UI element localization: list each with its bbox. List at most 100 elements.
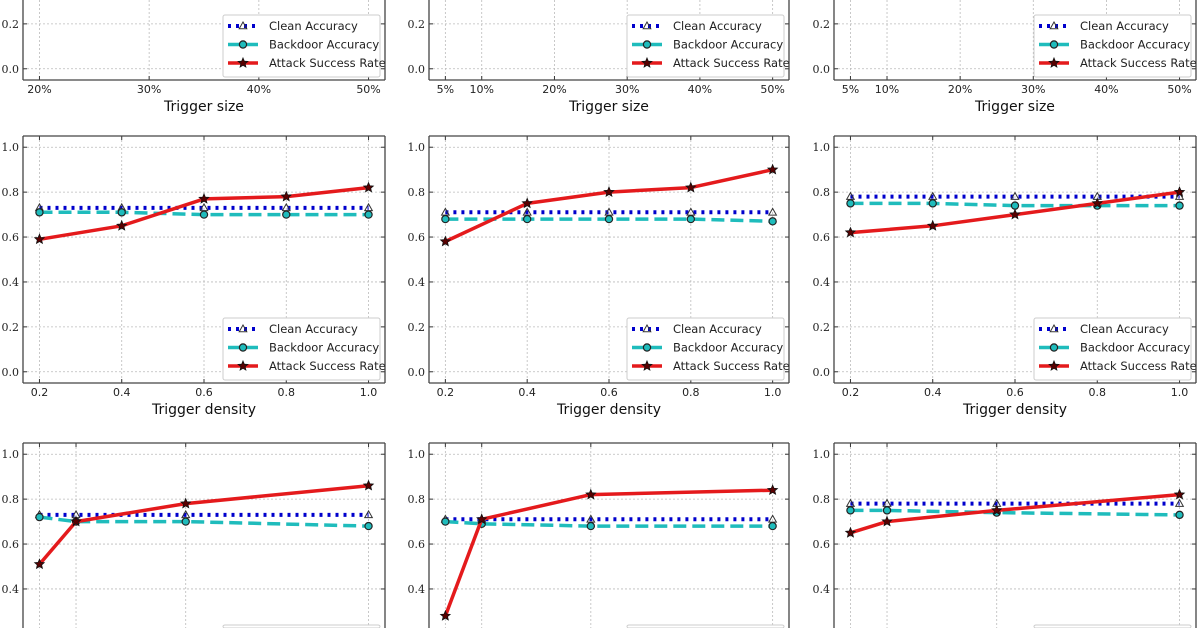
legend-marker [1049,20,1059,30]
legend-item: Clean Accuracy [1039,322,1169,336]
series-backdoor-accuracy [35,208,373,219]
y-tick-label: 0.0 [408,366,426,379]
legend-item: Attack Success Rate [228,359,386,373]
legend-box [222,14,381,78]
x-tick-label: 30% [137,83,161,96]
data-point [439,235,452,247]
data-point [846,506,855,515]
data-point [198,192,210,204]
x-tick-label: 0.2 [31,386,49,399]
x-tick-label: 0.6 [600,386,618,399]
data-point [928,199,937,208]
data-point [844,226,857,238]
data-point [521,197,533,209]
data-point [1009,208,1021,220]
y-tick-label: 1.0 [813,141,831,154]
legend-label: Backdoor Accuracy [673,341,783,355]
x-tick-label: 0.6 [195,386,213,399]
legend-marker [1049,40,1059,49]
axes-frame [22,135,386,384]
axes-frame [833,442,1197,628]
legend-marker [642,40,652,49]
legend [626,624,785,628]
legend-box [626,317,785,381]
legend-label: Backdoor Accuracy [673,38,783,52]
x-tick-label: 50% [760,83,784,96]
axes-frame [22,442,386,628]
plot-area [834,443,1196,628]
y-tick-label: 0.2 [408,18,426,31]
data-point [766,484,779,496]
x-axis-label: Trigger density [556,402,661,418]
legend-label: Clean Accuracy [269,322,358,336]
x-axis-label: Trigger density [962,402,1067,418]
data-point [35,512,44,522]
subplot-1: 0.0 0.2 20% 30% 40% 50% Trigger size Clean Accu… [2,0,386,115]
series-attack-success-rate [439,163,779,247]
legend-label: Attack Success Rate [269,359,386,373]
data-point [881,515,893,527]
x-tick-label: 30% [1021,83,1045,96]
legend-marker [1049,343,1059,352]
data-point [768,217,777,226]
data-point [1174,498,1185,507]
y-tick-label: 0.0 [408,63,426,76]
legend-item: Backdoor Accuracy [1039,341,1190,355]
y-tick-label: 0.2 [813,18,831,31]
legend: Clean Accuracy Backdoor Accuracy Attack Su… [626,14,790,78]
y-tick-label: 0.6 [408,231,426,244]
legend-label: Clean Accuracy [673,322,762,336]
legend-marker [237,56,249,68]
legend-box [1033,624,1192,628]
legend-item: Clean Accuracy [1039,19,1169,33]
legend-item: Attack Success Rate [1039,56,1197,70]
data-point [364,521,373,531]
x-tick-label: 5% [437,83,454,96]
y-tick-label: 0.8 [813,493,831,506]
data-point [33,558,46,570]
x-tick-label: 50% [356,83,380,96]
x-tick-label: 0.4 [518,386,536,399]
legend-box [222,624,381,628]
legend-marker [642,323,652,333]
legend-item: Attack Success Rate [632,56,790,70]
y-tick-label: 1.0 [813,448,831,461]
y-tick-label: 1.0 [408,141,426,154]
data-point [846,199,855,208]
y-tick-label: 0.2 [2,18,20,31]
legend-marker [238,20,248,30]
x-tick-label: 1.0 [1171,386,1189,399]
y-tick-label: 0.4 [2,276,20,289]
series-line [37,483,371,567]
axes-frame [428,0,790,81]
legend-label: Backdoor Accuracy [269,341,379,355]
legend-marker [238,323,248,333]
y-tick-label: 0.0 [813,63,831,76]
legend-marker [238,40,248,49]
data-point [441,517,450,526]
legend-box [1033,14,1192,78]
data-point [522,214,532,224]
y-tick-label: 0.4 [813,276,831,289]
legend [222,624,381,628]
legend-item: Attack Success Rate [1039,359,1197,373]
axes-frame [833,0,1197,81]
legend-marker [1049,323,1059,333]
series-attack-success-rate [844,186,1186,238]
x-tick-label: 50% [1167,83,1191,96]
y-tick-label: 0.6 [813,231,831,244]
subplot-4: 0.0 0.2 0.4 0.6 0.8 1.0 0.2 0.4 0.6 0.8 1.0 Trigger… [2,135,386,418]
series-line [443,488,775,618]
data-point [180,497,192,509]
data-point [117,208,126,217]
legend-box [1033,317,1192,381]
legend-marker [237,359,249,371]
y-tick-label: 0.8 [813,186,831,199]
x-tick-label: 10% [875,83,899,96]
x-tick-label: 0.4 [113,386,131,399]
data-point [586,521,596,531]
x-axis-label: Trigger size [974,99,1055,115]
y-tick-label: 0.2 [813,321,831,334]
x-tick-label: 5% [842,83,859,96]
axes-frame [22,0,386,81]
